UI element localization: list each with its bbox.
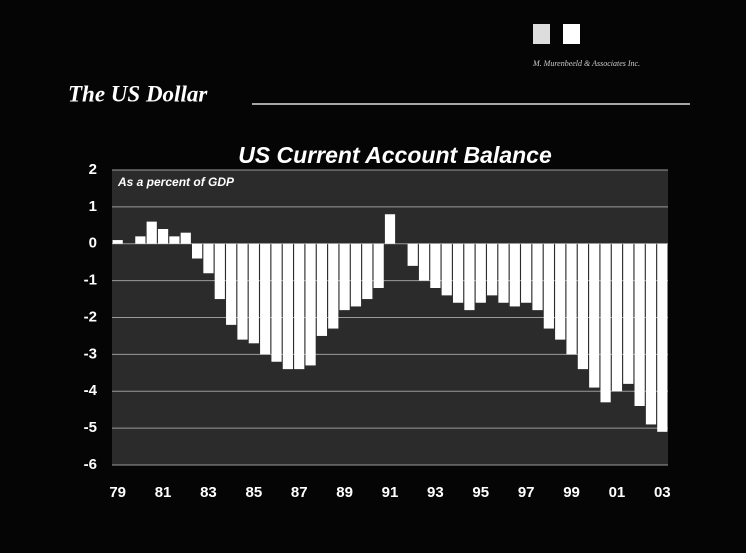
bar — [645, 243, 657, 425]
chart-title: US Current Account Balance — [238, 142, 552, 168]
bar — [464, 243, 475, 311]
y-tick-label: 0 — [89, 235, 97, 252]
bar — [157, 229, 169, 244]
bar — [407, 243, 418, 266]
logo-text: M. Murenbeeld & Associates Inc. — [532, 59, 640, 68]
y-tick-label: -2 — [84, 308, 97, 325]
bar — [566, 243, 577, 355]
bar — [180, 232, 191, 244]
bar — [146, 221, 157, 244]
bar — [384, 214, 396, 244]
bar — [657, 243, 668, 432]
x-tick-label: 89 — [336, 484, 353, 501]
bar — [305, 243, 316, 366]
bar — [248, 243, 259, 344]
slide-title: The US Dollar — [68, 81, 208, 106]
y-tick-label: -3 — [84, 345, 97, 362]
bar — [237, 243, 248, 340]
bar — [430, 243, 441, 288]
bar — [452, 243, 464, 303]
y-tick-label: -6 — [84, 456, 97, 473]
logo-square — [533, 24, 550, 44]
bar — [577, 243, 589, 370]
bar — [203, 243, 214, 274]
bar — [226, 243, 237, 325]
x-tick-label: 93 — [427, 484, 444, 501]
x-tick-label: 83 — [200, 484, 217, 501]
bar — [521, 243, 532, 303]
bar — [339, 243, 350, 311]
bar — [271, 243, 282, 362]
bar — [294, 243, 305, 370]
bar — [191, 243, 203, 259]
bar — [169, 236, 180, 244]
bar — [135, 236, 146, 244]
x-tick-label: 91 — [382, 484, 399, 501]
x-tick-label: 99 — [563, 484, 580, 501]
bar — [487, 243, 498, 296]
bar — [555, 243, 566, 340]
x-tick-label: 95 — [472, 484, 489, 501]
x-tick-label: 03 — [654, 484, 671, 501]
bar — [350, 243, 362, 307]
y-tick-label: -4 — [84, 382, 98, 399]
bar — [475, 243, 486, 303]
y-tick-label: 2 — [89, 161, 97, 178]
bar — [589, 243, 600, 388]
bar — [532, 243, 543, 311]
bar — [623, 243, 634, 384]
x-tick-label: 79 — [109, 484, 126, 501]
x-tick-label: 85 — [245, 484, 262, 501]
x-tick-label: 81 — [155, 484, 172, 501]
y-tick-label: -5 — [84, 419, 97, 436]
bar — [498, 243, 509, 303]
bar — [418, 243, 430, 281]
bar — [634, 243, 645, 406]
bar — [112, 240, 123, 244]
bar — [328, 243, 339, 329]
bar — [214, 243, 225, 300]
y-tick-label: -1 — [84, 272, 97, 289]
bar — [509, 243, 520, 307]
bar — [362, 243, 373, 300]
bar — [260, 243, 271, 355]
y-tick-label: 1 — [89, 198, 97, 215]
chart-subtitle: As a percent of GDP — [117, 175, 235, 189]
logo-square — [563, 24, 580, 44]
x-tick-label: 97 — [518, 484, 535, 501]
bar — [600, 243, 611, 403]
bar — [611, 243, 623, 392]
bar — [441, 243, 452, 296]
x-tick-label: 87 — [291, 484, 308, 501]
bar — [282, 243, 293, 370]
x-tick-label: 01 — [609, 484, 626, 501]
bar — [316, 243, 328, 336]
bar — [373, 243, 384, 288]
bar — [543, 243, 554, 329]
